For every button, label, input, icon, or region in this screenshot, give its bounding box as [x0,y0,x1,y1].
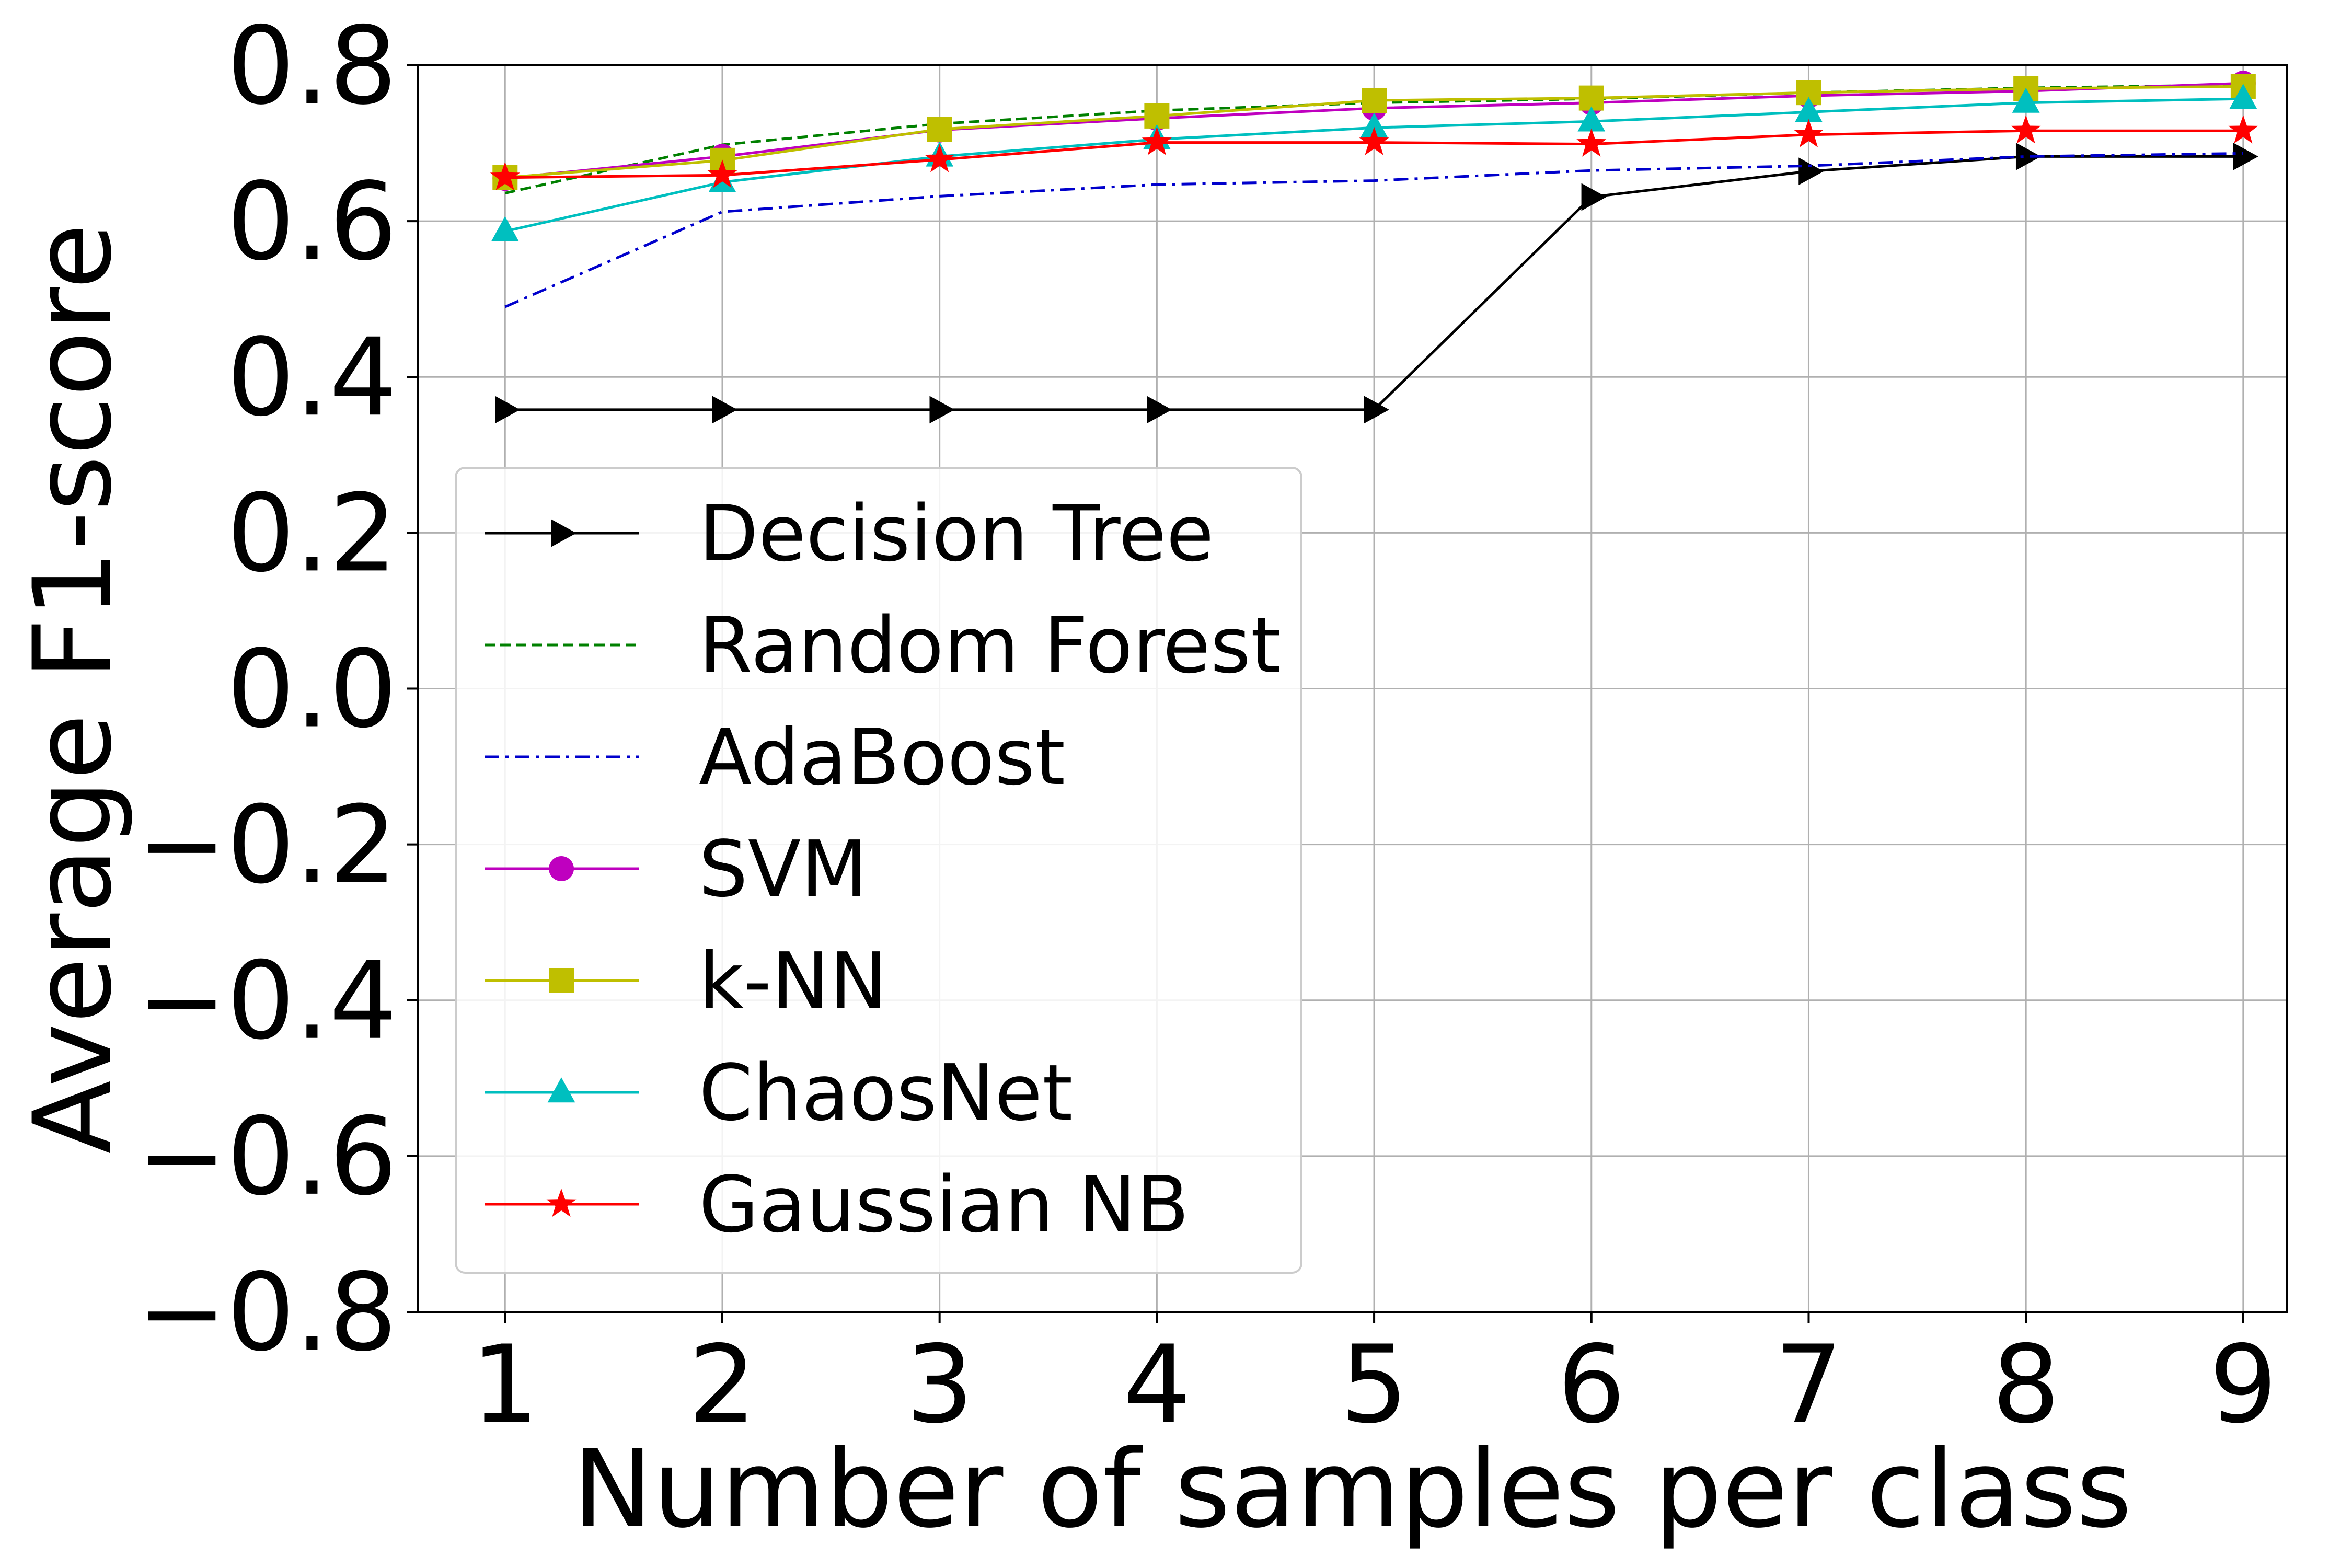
series-decision-tree [495,143,2258,424]
data-point [1793,119,1824,147]
data-point [1798,157,1824,186]
data-point [491,216,519,241]
data-point [490,162,520,190]
series-gaussian-nb [490,115,2258,190]
series-layer [490,71,2258,424]
data-point [2012,87,2040,113]
legend-label: Random Forest [699,601,1281,690]
legend: Decision Tree Random Forest AdaBoost SVM k-N… [455,467,1302,1274]
data-point [549,856,574,881]
data-point [547,1077,575,1103]
x-axis-title: Number of samples per class [573,1427,2132,1552]
data-point [551,519,577,547]
legend-label: Decision Tree [699,489,1214,579]
data-point [2229,84,2257,109]
series-line [504,152,2243,308]
y-tick-label: 0.2 [227,471,397,596]
legend-entry: Decision Tree [485,489,1214,579]
data-point [546,1189,577,1217]
legend-entry: Random Forest [485,601,1281,690]
y-axis-title: Average F1-score [11,223,135,1154]
data-point [707,159,737,188]
x-tick-label: 3 [905,1323,973,1447]
data-point [2015,143,2041,170]
data-point [549,968,574,993]
legend-entry: AdaBoost [485,712,1065,802]
y-tick-label: 0.0 [227,628,397,752]
legend-entry: ChaosNet [485,1048,1073,1138]
data-point [495,396,521,424]
data-point [1147,396,1172,424]
x-tick-label: 7 [1774,1323,1842,1447]
data-point [1142,126,1172,155]
legend-label: Gaussian NB [699,1160,1189,1250]
data-point [1581,183,1607,211]
x-tick-label: 2 [688,1323,756,1447]
x-tick-label: 1 [471,1323,539,1447]
legend-label: k-NN [699,936,887,1026]
data-point [1362,88,1387,113]
x-tick-label: 9 [2209,1323,2277,1447]
legend-label: AdaBoost [699,712,1065,802]
data-point [1576,128,1607,157]
data-point [2228,115,2258,144]
y-tick-label: −0.2 [137,783,397,908]
data-point [712,396,737,424]
data-point [1360,112,1388,138]
y-tick-label: 0.6 [227,160,397,284]
x-tick-label: 5 [1340,1323,1408,1447]
y-tick-label: −0.6 [137,1095,397,1219]
legend-entry: Gaussian NB [485,1160,1189,1250]
series-adaboost [504,152,2243,308]
data-point [2011,115,2041,144]
data-point [1359,126,1389,155]
x-tick-label: 6 [1558,1323,1625,1447]
axis-ticks: 1 2 3 4 5 6 7 8 9 −0.8 −0.6 −0.4 −0.2 0.0 0.2 0.4 0.6 0.8 [137,4,2277,1447]
x-tick-label: 4 [1123,1323,1191,1447]
data-point [929,396,955,424]
data-point [1795,97,1823,122]
legend-entry: SVM [485,824,868,914]
data-point [2233,143,2258,170]
y-tick-label: 0.4 [227,316,397,440]
data-point [1364,396,1389,424]
y-tick-label: −0.4 [137,939,397,1064]
legend-entry: k-NN [485,936,887,1026]
legend-label: SVM [699,824,868,914]
data-point [1577,106,1606,132]
y-tick-label: 0.8 [227,4,397,129]
data-point [927,117,952,142]
x-tick-label: 8 [1992,1323,2060,1447]
legend-label: ChaosNet [699,1048,1073,1138]
legend-box [455,467,1302,1274]
y-tick-label: −0.8 [137,1251,397,1375]
data-point [925,144,955,172]
